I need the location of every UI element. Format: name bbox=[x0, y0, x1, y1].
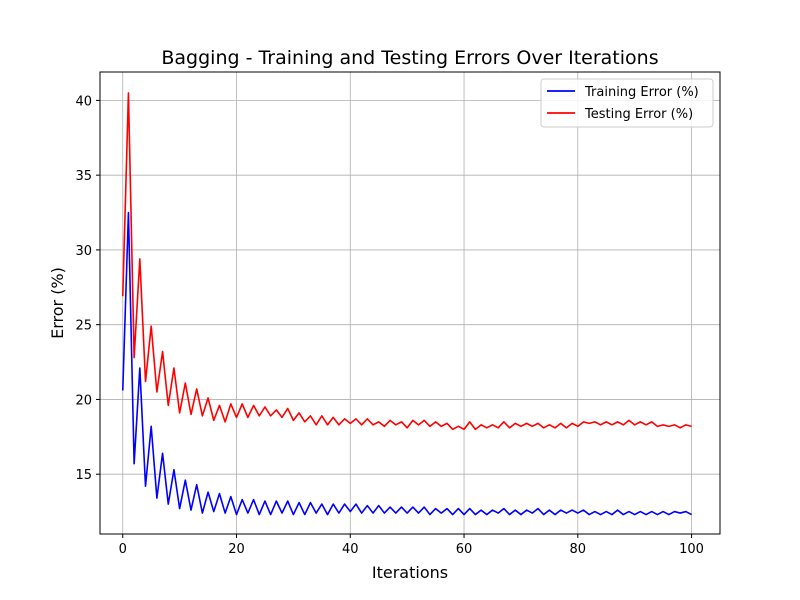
x-tick-label: 100 bbox=[679, 542, 704, 557]
x-tick-label: 20 bbox=[228, 542, 245, 557]
series-lines bbox=[121, 92, 692, 516]
x-tick-label: 40 bbox=[342, 542, 359, 557]
x-tick-label: 80 bbox=[570, 542, 587, 557]
series-line-testing bbox=[121, 92, 692, 431]
y-tick-label: 15 bbox=[75, 468, 92, 483]
legend-box bbox=[540, 78, 714, 128]
y-tick-label: 25 bbox=[75, 319, 92, 334]
x-tick-label: 0 bbox=[119, 542, 127, 557]
chart-title: Bagging - Training and Testing Errors Ov… bbox=[161, 47, 658, 69]
legend: Training Error (%) Testing Error (%) bbox=[540, 78, 714, 128]
legend-entry: Testing Error (%) bbox=[584, 107, 693, 122]
y-tick-label: 30 bbox=[75, 244, 92, 259]
axis-ticks: 0 20 40 60 80 100 15 20 25 30 35 40 bbox=[75, 94, 704, 557]
series-line-training bbox=[121, 211, 692, 516]
legend-entry: Training Error (%) bbox=[584, 85, 699, 100]
grid-lines bbox=[100, 72, 720, 534]
x-axis-label: Iterations bbox=[372, 563, 448, 582]
y-axis-label: Error (%) bbox=[48, 267, 67, 339]
y-tick-label: 35 bbox=[75, 169, 92, 184]
y-tick-label: 20 bbox=[75, 393, 92, 408]
x-tick-label: 60 bbox=[456, 542, 473, 557]
plot-frame bbox=[99, 71, 721, 535]
y-tick-label: 40 bbox=[75, 94, 92, 109]
